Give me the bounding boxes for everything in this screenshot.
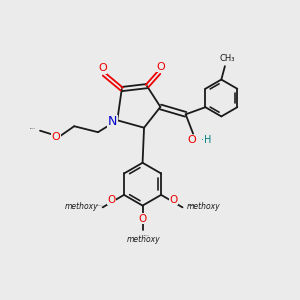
- Text: O: O: [98, 63, 107, 73]
- Text: methoxy: methoxy: [127, 235, 160, 244]
- Text: methoxy: methoxy: [97, 205, 103, 206]
- Text: methoxy: methoxy: [186, 202, 220, 211]
- Text: O: O: [156, 62, 165, 72]
- Text: methyl: methyl: [190, 205, 195, 206]
- Text: CH₃: CH₃: [220, 54, 235, 63]
- Text: N: N: [108, 115, 117, 128]
- Text: methoxy: methoxy: [65, 202, 99, 211]
- Text: O: O: [108, 195, 116, 205]
- Text: methoxy: methoxy: [144, 235, 150, 236]
- Text: O: O: [138, 214, 147, 224]
- Text: O: O: [51, 132, 60, 142]
- Text: methoxy: methoxy: [29, 128, 36, 129]
- Text: O: O: [187, 135, 196, 145]
- Text: ·H: ·H: [201, 135, 212, 145]
- Text: O: O: [169, 195, 177, 205]
- Text: methoxy: methoxy: [188, 205, 195, 206]
